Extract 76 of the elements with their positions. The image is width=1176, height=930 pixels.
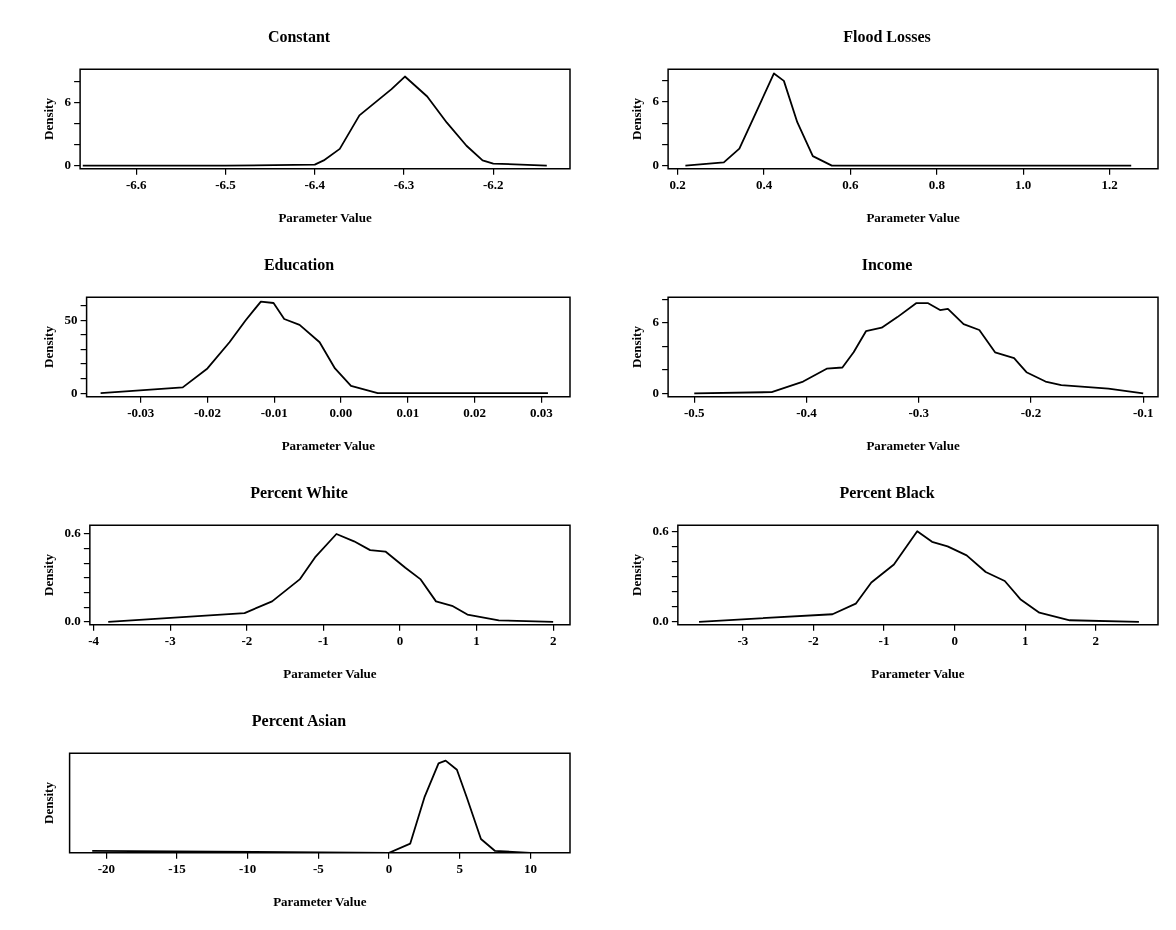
x-tick-label: -0.1 — [1132, 404, 1154, 420]
x-tick-label: 0.02 — [463, 404, 486, 420]
x-tick-label: 0.2 — [669, 176, 686, 192]
x-axis-title: Parameter Value — [283, 665, 377, 681]
y-tick-label: 0.0 — [652, 613, 669, 629]
y-tick-label: 0 — [64, 157, 72, 173]
x-tick-label: 1 — [473, 632, 480, 648]
chart-title: Constant — [267, 27, 331, 45]
x-tick-label: -6.4 — [304, 176, 326, 192]
x-tick-label: 0.4 — [755, 176, 773, 192]
y-axis-title: Density — [41, 325, 57, 368]
y-tick-label: 0.6 — [652, 522, 670, 538]
x-tick-label: -1 — [317, 632, 329, 648]
y-tick-label: 0 — [652, 384, 660, 400]
y-tick-label: 50 — [64, 311, 78, 327]
x-tick-label: -3 — [164, 632, 177, 648]
x-tick-label: -0.3 — [908, 404, 930, 420]
x-tick-label: -4 — [88, 632, 100, 648]
x-axis-title: Parameter Value — [871, 665, 965, 681]
x-tick-label: 2 — [549, 632, 557, 648]
y-tick-label: 0 — [652, 156, 660, 172]
x-tick-label: -1 — [878, 632, 890, 648]
x-tick-label: -3 — [737, 632, 749, 648]
x-tick-label: 2 — [1092, 632, 1100, 648]
chart-title: Education — [263, 255, 335, 273]
y-axis-title: Density — [629, 97, 645, 140]
y-tick-label: 6 — [652, 93, 660, 109]
x-tick-label: 1.2 — [1101, 176, 1118, 192]
x-axis-title: Parameter Value — [866, 437, 960, 453]
x-tick-label: 0 — [385, 860, 393, 876]
x-tick-label: -2 — [808, 632, 819, 648]
y-axis-title: Density — [629, 325, 645, 368]
chart-title: Percent Black — [839, 483, 935, 501]
x-axis-title: Parameter Value — [866, 209, 960, 225]
chart-title: Percent White — [250, 483, 348, 501]
y-tick-label: 0 — [71, 384, 78, 400]
x-tick-label: 0.6 — [842, 176, 860, 192]
x-tick-label: -15 — [168, 860, 187, 876]
x-tick-label: -0.2 — [1020, 404, 1042, 420]
y-tick-label: 6 — [652, 314, 660, 330]
x-tick-label: 0.01 — [396, 404, 420, 420]
x-tick-label: 0 — [951, 632, 958, 648]
x-tick-label: 1 — [1022, 632, 1029, 648]
y-tick-label: 0.0 — [64, 613, 81, 629]
chart-title: Flood Losses — [843, 27, 931, 45]
x-tick-label: -0.03 — [127, 404, 155, 420]
x-tick-label: -6.6 — [126, 176, 148, 192]
x-tick-label: 0 — [396, 632, 404, 648]
x-tick-label: 10 — [523, 860, 537, 876]
y-tick-label: 6 — [64, 94, 72, 110]
x-tick-label: -10 — [239, 860, 257, 876]
y-axis-title: Density — [629, 553, 645, 596]
x-axis-title: Parameter Value — [281, 437, 376, 453]
x-tick-label: 0.03 — [529, 404, 554, 420]
x-tick-label: -2 — [241, 632, 253, 648]
y-tick-label: 0.6 — [64, 525, 82, 541]
x-tick-label: -6.3 — [393, 176, 415, 192]
x-axis-title: Parameter Value — [278, 209, 372, 225]
x-tick-label: -0.02 — [193, 404, 221, 420]
y-axis-title: Density — [41, 781, 57, 824]
x-axis-title: Parameter Value — [273, 893, 367, 909]
chart-title: Income — [861, 255, 913, 273]
x-tick-label: -6.2 — [482, 176, 504, 192]
x-tick-label: -0.4 — [796, 404, 818, 420]
chart-title: Percent Asian — [251, 711, 347, 729]
x-tick-label: 1.0 — [1015, 176, 1032, 192]
x-tick-label: 5 — [456, 860, 464, 876]
x-tick-label: -6.5 — [215, 176, 237, 192]
x-tick-label: -0.5 — [683, 404, 706, 420]
y-axis-title: Density — [41, 553, 57, 596]
x-tick-label: -0.01 — [260, 404, 288, 420]
x-tick-label: 0.00 — [329, 404, 353, 420]
y-axis-title: Density — [41, 97, 57, 140]
x-tick-label: -5 — [312, 860, 325, 876]
x-tick-label: 0.8 — [928, 176, 946, 192]
x-tick-label: -20 — [97, 860, 116, 876]
